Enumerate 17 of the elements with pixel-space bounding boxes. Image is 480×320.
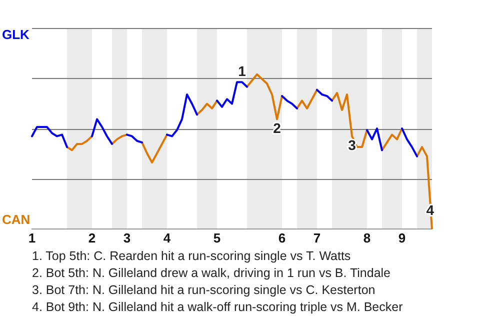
text: CAN	[2, 212, 30, 227]
annotation: 3	[348, 137, 356, 154]
text: 3. Bot 7th: N. Gilleland hit a run-scoring single vs C. Kesterton	[32, 282, 376, 299]
x-tick-label: 4	[163, 230, 172, 246]
annotation: 1	[238, 62, 246, 79]
x-tick-label: 8	[363, 230, 371, 246]
x-tick-label: 9	[398, 230, 406, 246]
text: 4. Bot 9th: N. Gilleland hit a walk-off run-scoring triple vs M. Becker	[32, 299, 404, 316]
x-tick-label: 3	[123, 230, 131, 246]
text: GLK	[2, 27, 30, 42]
x-tick-label: 6	[278, 230, 286, 246]
text: 1. Top 5th: C. Rearden hit a run-scoring single vs T. Watts	[32, 248, 352, 265]
x-tick-label: 1	[28, 230, 36, 246]
x-tick-label: 5	[213, 230, 221, 246]
text: 2. Bot 5th: N. Gilleland drew a walk, driving in 1 run vs B. Tindale	[32, 265, 392, 282]
x-tick-label: 2	[88, 230, 96, 246]
x-tick-label: 7	[313, 230, 321, 246]
